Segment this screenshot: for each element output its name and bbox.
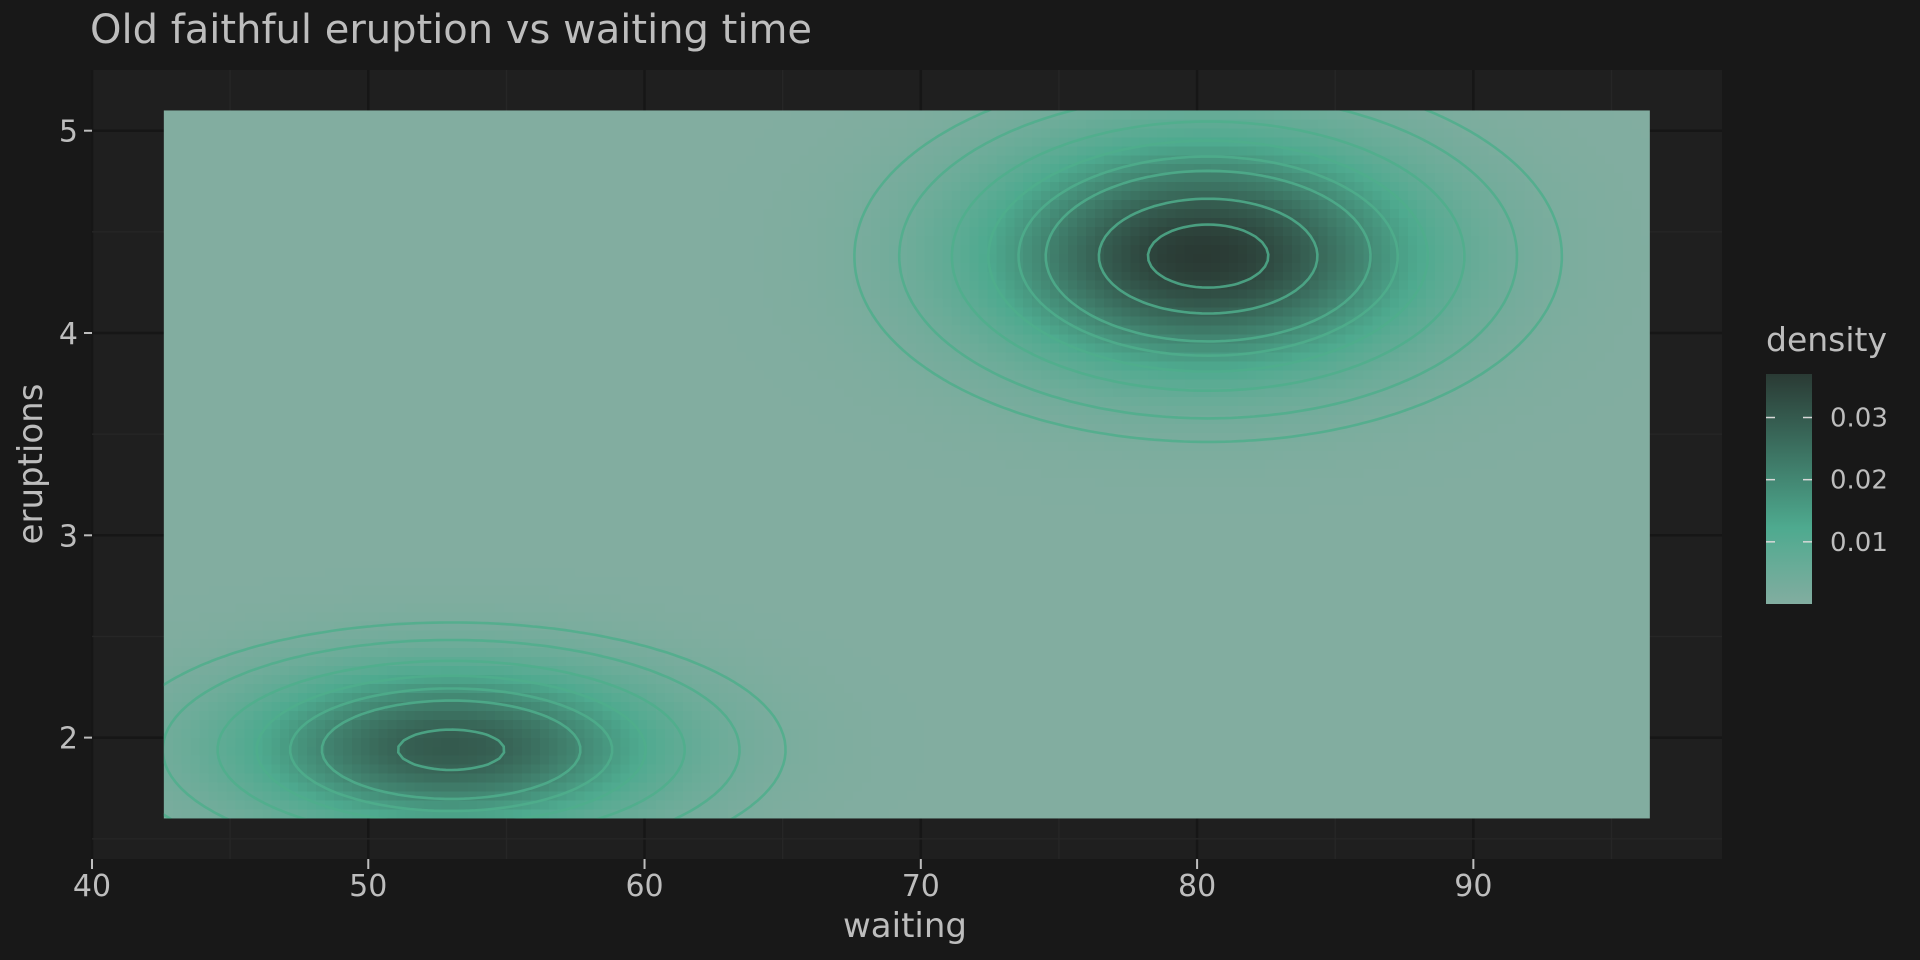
x-axis-label: waiting — [843, 906, 967, 946]
density-heatmap — [163, 110, 1650, 819]
contour-line — [216, 120, 1466, 819]
contour-line — [255, 139, 1430, 819]
contour-line — [320, 169, 1372, 801]
legend-tick-label: 0.01 — [1830, 528, 1888, 558]
legend-tick-label: 0.02 — [1830, 466, 1888, 496]
y-tick-label: 4 — [59, 317, 78, 352]
chart-title: Old faithful eruption vs waiting time — [90, 7, 812, 53]
contour-line — [397, 197, 1319, 772]
x-tick-label: 50 — [349, 869, 387, 904]
contour-line — [288, 155, 1399, 813]
y-tick-label: 3 — [59, 519, 78, 554]
contour-line — [163, 110, 1564, 819]
y-axis: 2 3 4 5 — [59, 115, 92, 757]
x-tick-label: 70 — [902, 869, 940, 904]
contour-line — [163, 110, 1519, 819]
density-contours — [163, 110, 1564, 819]
x-axis: 40 50 60 70 80 90 — [73, 859, 1492, 904]
legend-ticks: 0.01 0.02 0.03 — [1766, 404, 1888, 558]
x-tick-label: 60 — [625, 869, 663, 904]
contour-line — [1146, 223, 1270, 289]
x-tick-label: 90 — [1454, 869, 1492, 904]
legend: density 0.01 0.02 0.03 — [1766, 320, 1888, 604]
legend-colorbar — [1766, 374, 1812, 604]
y-tick-label: 2 — [59, 722, 78, 757]
x-tick-label: 40 — [73, 869, 111, 904]
x-tick-label: 80 — [1178, 869, 1216, 904]
legend-title: density — [1766, 320, 1887, 359]
y-tick-label: 5 — [59, 115, 78, 150]
y-axis-label: eruptions — [11, 384, 51, 545]
legend-tick-label: 0.03 — [1830, 404, 1888, 434]
